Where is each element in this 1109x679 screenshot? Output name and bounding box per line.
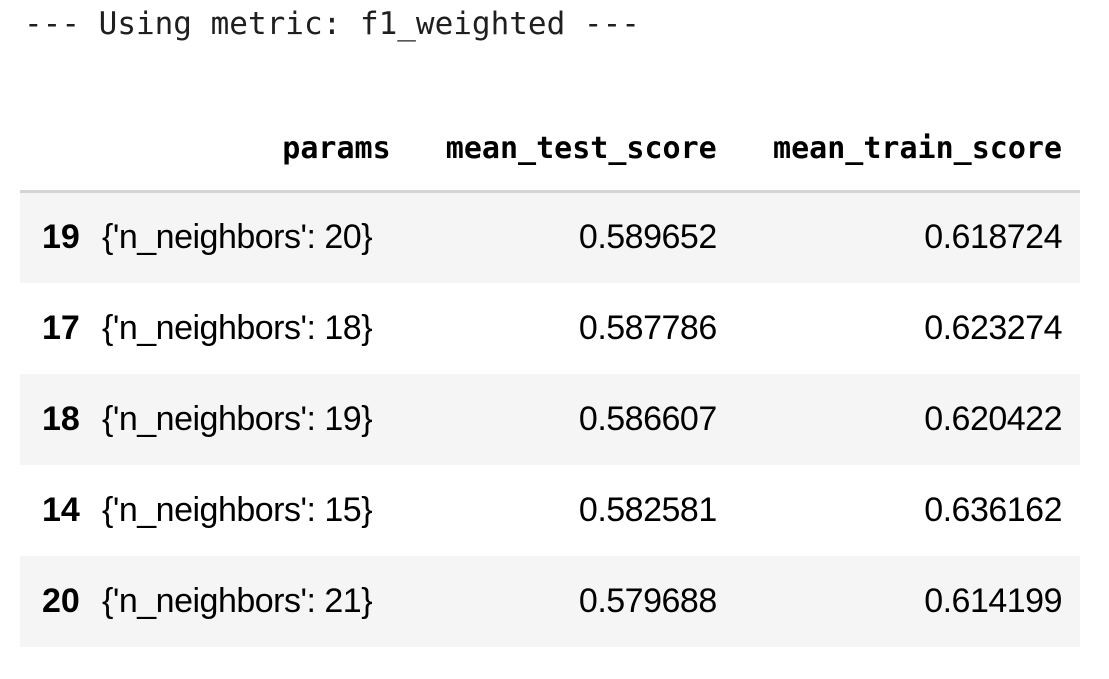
table-row: 14 {'n_neighbors': 15} 0.582581 0.636162: [20, 464, 1080, 556]
params-cell: {'n_neighbors': 21}: [102, 581, 373, 620]
table-row: 20 {'n_neighbors': 21} 0.579688 0.614199: [20, 555, 1080, 647]
results-dataframe: params mean_test_score mean_train_score …: [20, 106, 1080, 647]
index-column-header: [20, 106, 92, 193]
params-cell: {'n_neighbors': 15}: [102, 490, 373, 529]
mean-train-score-cell: 0.614199: [924, 581, 1062, 620]
params-cell: {'n_neighbors': 19}: [102, 399, 373, 438]
mean-test-score-cell: 0.587786: [578, 308, 717, 347]
mean-test-score-column-header: mean_test_score: [408, 106, 735, 193]
mean-train-score-cell: 0.620422: [924, 399, 1062, 438]
mean-train-score-cell: 0.618724: [924, 218, 1062, 257]
row-index: 14: [42, 490, 80, 529]
header-row: params mean_test_score mean_train_score: [20, 106, 1080, 193]
row-index: 17: [42, 308, 80, 347]
metric-output-line: --- Using metric: f1_weighted ---: [24, 6, 640, 42]
row-index: 20: [42, 581, 80, 620]
mean-test-score-cell: 0.579688: [578, 581, 717, 620]
mean-train-score-column-header: mean_train_score: [734, 106, 1080, 193]
table-body: 19 {'n_neighbors': 20} 0.589652 0.618724…: [20, 191, 1080, 647]
mean-test-score-cell: 0.589652: [578, 218, 717, 257]
mean-train-score-cell: 0.636162: [924, 490, 1062, 529]
table-header: params mean_test_score mean_train_score: [20, 106, 1080, 193]
params-cell: {'n_neighbors': 18}: [102, 308, 373, 347]
table-row: 19 {'n_neighbors': 20} 0.589652 0.618724: [20, 191, 1080, 283]
mean-test-score-cell: 0.582581: [578, 490, 717, 529]
table-row: 17 {'n_neighbors': 18} 0.587786 0.623274: [20, 282, 1080, 374]
table-row: 18 {'n_neighbors': 19} 0.586607 0.620422: [20, 373, 1080, 465]
row-index: 18: [42, 399, 80, 438]
row-index: 19: [42, 218, 80, 257]
params-column-header: params: [92, 106, 409, 193]
mean-test-score-cell: 0.586607: [578, 399, 717, 438]
mean-train-score-cell: 0.623274: [924, 308, 1062, 347]
params-cell: {'n_neighbors': 20}: [102, 218, 373, 257]
